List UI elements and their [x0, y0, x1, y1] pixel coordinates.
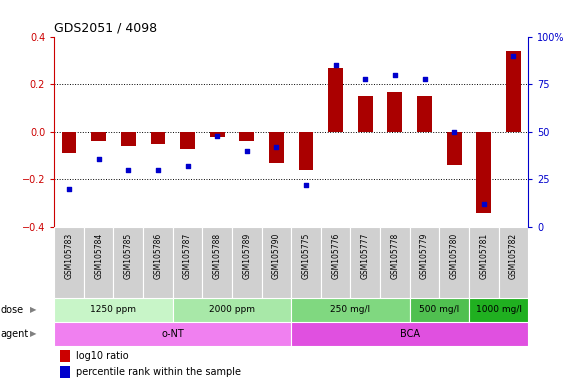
Text: GSM105790: GSM105790 — [272, 233, 281, 279]
Text: GSM105789: GSM105789 — [242, 233, 251, 279]
Text: 500 mg/l: 500 mg/l — [419, 305, 460, 314]
Bar — [173, 227, 202, 298]
Bar — [210, 132, 224, 137]
Point — [272, 144, 281, 150]
Bar — [54, 322, 291, 346]
Bar — [269, 132, 284, 163]
Bar — [417, 96, 432, 132]
Point — [94, 156, 103, 162]
Bar — [447, 132, 461, 165]
Bar — [91, 132, 106, 141]
Bar — [114, 227, 143, 298]
Bar — [358, 96, 373, 132]
Point — [391, 72, 400, 78]
Bar — [476, 132, 491, 213]
Text: percentile rank within the sample: percentile rank within the sample — [76, 367, 241, 377]
Bar — [380, 227, 410, 298]
Bar — [239, 132, 254, 141]
Text: GSM105785: GSM105785 — [124, 233, 133, 279]
Bar — [439, 227, 469, 298]
Text: GDS2051 / 4098: GDS2051 / 4098 — [54, 22, 158, 35]
Text: GSM105779: GSM105779 — [420, 233, 429, 279]
Point — [479, 201, 488, 207]
Bar — [180, 132, 195, 149]
Text: GSM105787: GSM105787 — [183, 233, 192, 279]
Bar — [54, 227, 84, 298]
Point — [183, 163, 192, 169]
Text: GSM105786: GSM105786 — [154, 233, 162, 279]
Text: log10 ratio: log10 ratio — [76, 351, 128, 361]
Bar — [469, 227, 498, 298]
Bar — [202, 227, 232, 298]
Bar — [506, 51, 521, 132]
Bar — [143, 227, 173, 298]
Bar — [291, 298, 410, 322]
Text: GSM105780: GSM105780 — [449, 233, 459, 279]
Point — [361, 76, 370, 82]
Text: ▶: ▶ — [30, 329, 36, 338]
Text: BCA: BCA — [400, 329, 420, 339]
Bar — [173, 298, 291, 322]
Bar — [84, 227, 114, 298]
Point — [420, 76, 429, 82]
Point — [124, 167, 133, 173]
Text: agent: agent — [1, 329, 29, 339]
Point — [65, 186, 74, 192]
Text: ▶: ▶ — [30, 305, 36, 314]
Bar — [388, 91, 403, 132]
Text: GSM105776: GSM105776 — [331, 233, 340, 279]
Text: 2000 ppm: 2000 ppm — [209, 305, 255, 314]
Text: GSM105778: GSM105778 — [391, 233, 399, 279]
Point — [242, 148, 251, 154]
Bar — [291, 322, 528, 346]
Point — [301, 182, 311, 188]
Bar — [351, 227, 380, 298]
Text: GSM105775: GSM105775 — [301, 233, 311, 279]
Bar — [469, 298, 528, 322]
Text: 1250 ppm: 1250 ppm — [90, 305, 136, 314]
Bar — [328, 68, 343, 132]
Point — [154, 167, 163, 173]
Point — [509, 53, 518, 59]
Text: GSM105781: GSM105781 — [479, 233, 488, 279]
Bar — [321, 227, 351, 298]
Text: 250 mg/l: 250 mg/l — [331, 305, 371, 314]
Text: dose: dose — [1, 305, 23, 315]
Bar — [54, 298, 173, 322]
Text: GSM105777: GSM105777 — [361, 233, 370, 279]
Text: GSM105788: GSM105788 — [212, 233, 222, 279]
Text: 1000 mg/l: 1000 mg/l — [476, 305, 521, 314]
Bar — [410, 227, 439, 298]
Text: o-NT: o-NT — [162, 329, 184, 339]
Text: GSM105783: GSM105783 — [65, 233, 74, 279]
Point — [212, 132, 222, 139]
Bar — [299, 132, 313, 170]
Bar — [62, 132, 77, 153]
Bar — [262, 227, 291, 298]
Bar — [151, 132, 166, 144]
Bar — [291, 227, 321, 298]
Text: GSM105782: GSM105782 — [509, 233, 518, 279]
Bar — [121, 132, 136, 146]
Text: GSM105784: GSM105784 — [94, 233, 103, 279]
Point — [331, 62, 340, 68]
Bar — [232, 227, 262, 298]
Bar — [498, 227, 528, 298]
Point — [449, 129, 459, 135]
Bar — [410, 298, 469, 322]
